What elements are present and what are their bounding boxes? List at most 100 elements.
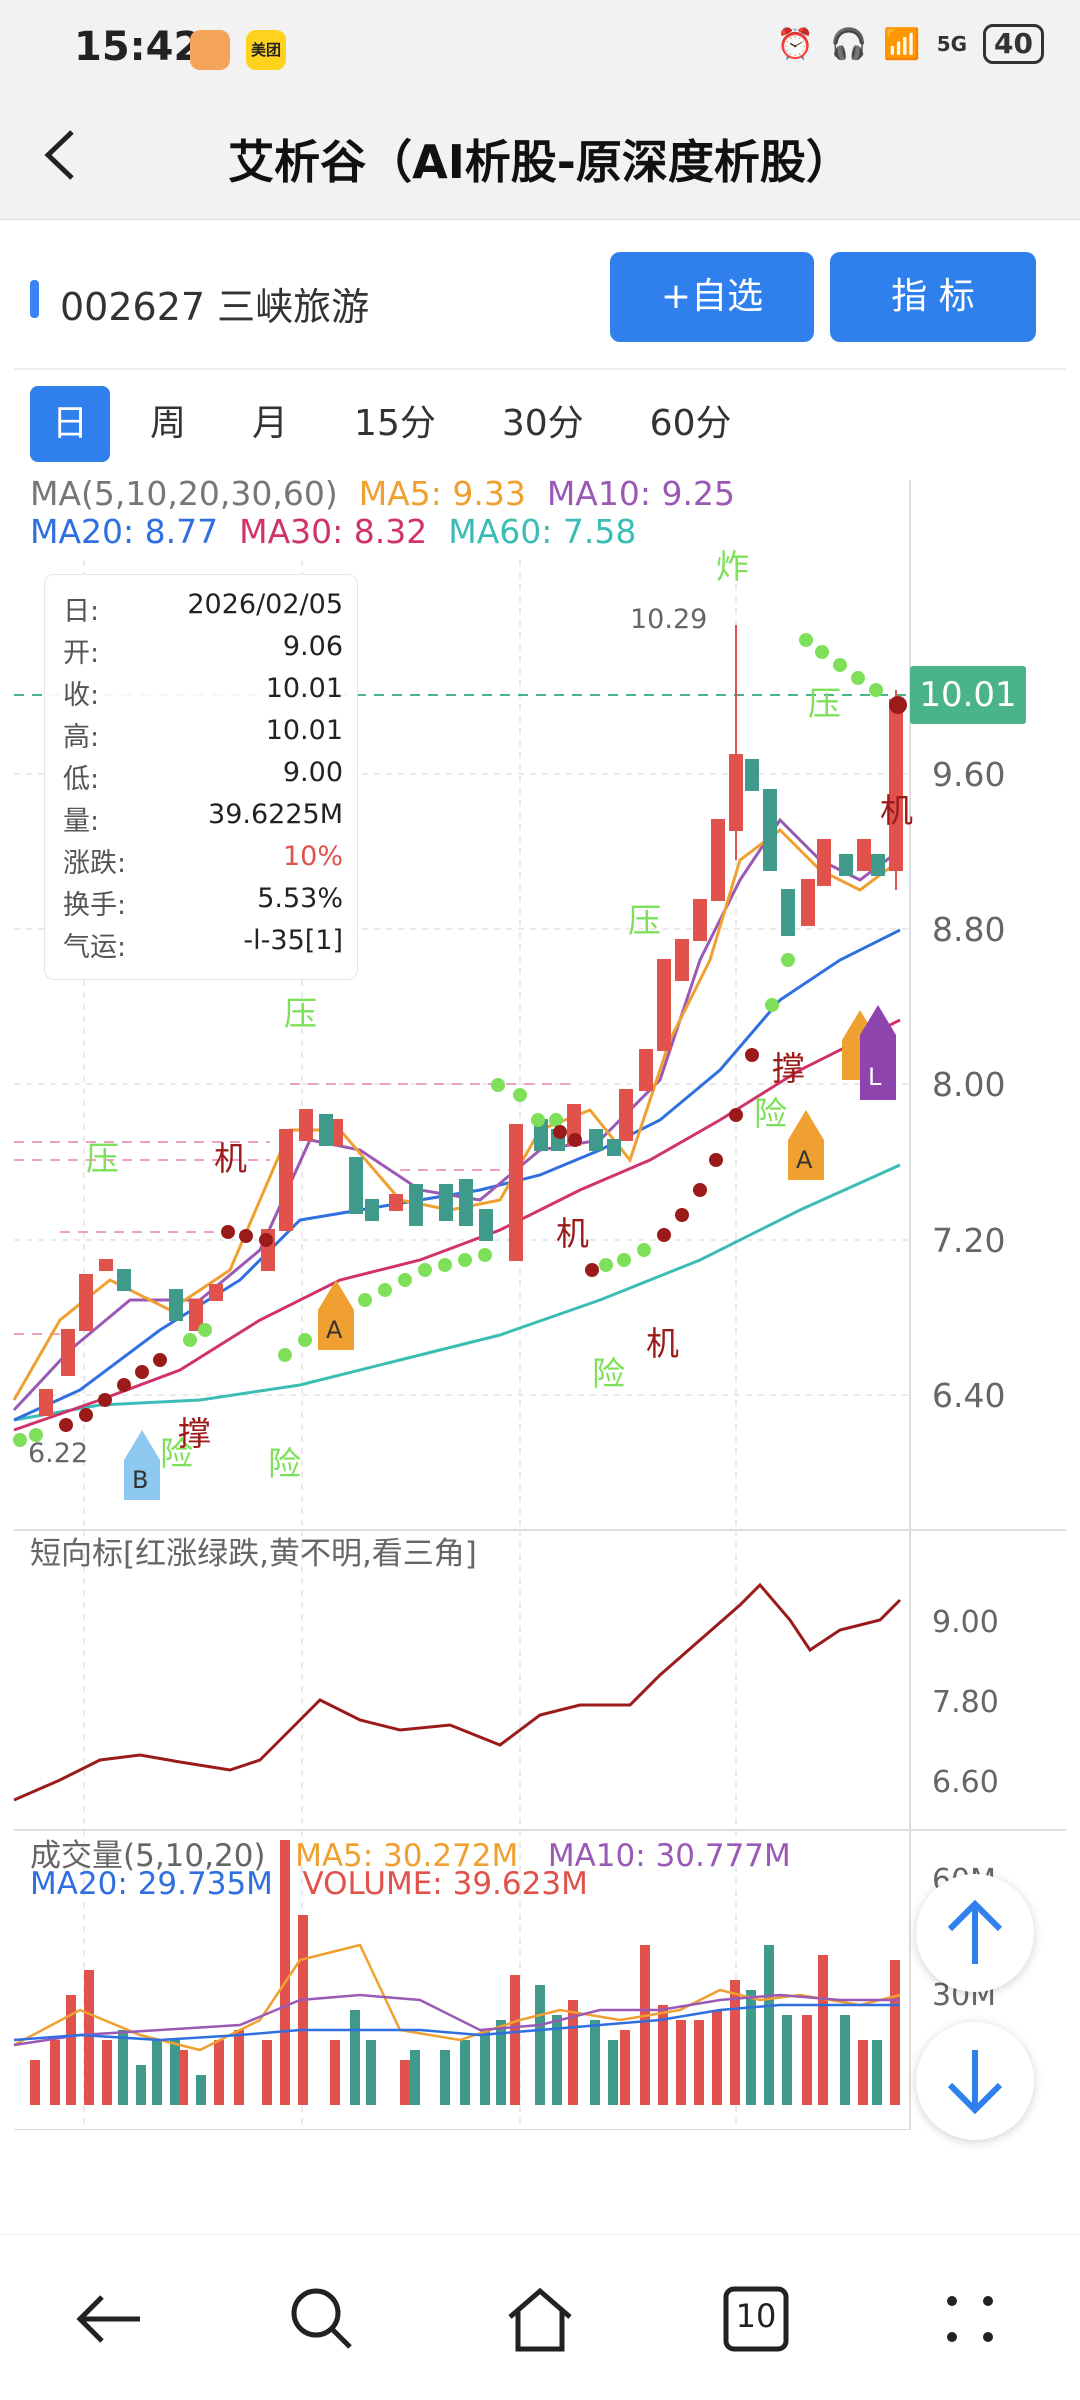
signal-markers: 压 压 压 压 炸 机 机 机 机 险 险 险 险 撑 撑 — [86, 547, 913, 1483]
nav-search-button[interactable] — [282, 2279, 362, 2359]
candlesticks — [39, 625, 903, 1416]
tab-month[interactable]: 月 — [252, 403, 289, 444]
indicator-button[interactable]: 指 标 — [830, 252, 1036, 342]
info-row: 开: 9.06 — [63, 631, 343, 669]
period-tabs: 日 周 月 15分 30分 60分 — [30, 386, 771, 466]
volume-bars — [13, 1840, 901, 2105]
sub-tick: 7.80 — [932, 1685, 999, 1720]
nav-menu-button[interactable] — [930, 2279, 1010, 2359]
stock-header: 002627 三峡旅游 — [0, 250, 1080, 360]
tab-15min[interactable]: 15分 — [354, 403, 436, 444]
marker-support: 撑 — [772, 1049, 805, 1088]
info-row: 量: 39.6225M — [63, 799, 343, 837]
red-dots — [59, 696, 907, 1432]
volume-legend-row2: MA20: 29.735M VOLUME: 39.623M — [30, 1866, 588, 1902]
vol-ma5-value: MA5: 30.272M — [295, 1838, 519, 1874]
tab-60min[interactable]: 60分 — [649, 403, 732, 444]
volume-value: VOLUME: 39.623M — [302, 1866, 588, 1902]
arrow-down-icon — [947, 2050, 1003, 2115]
sub-tick: 9.00 — [932, 1605, 999, 1640]
battery-icon: 40 — [983, 24, 1044, 64]
back-button[interactable] — [30, 120, 100, 190]
wifi-icon: 📶 — [883, 26, 921, 62]
search-icon — [291, 2288, 352, 2349]
app-notification-icon — [190, 30, 230, 70]
ma60-line — [13, 1163, 901, 1422]
green-dots — [13, 633, 883, 1447]
ma-legend-row1: MA(5,10,20,30,60) MA5: 9.33 MA10: 9.25 — [30, 474, 735, 513]
arrow-up-icon — [947, 1899, 1003, 1964]
home-icon — [508, 2287, 572, 2352]
price-tick: 8.00 — [932, 1065, 1005, 1104]
marker-risk: 险 — [754, 1094, 787, 1133]
price-tick: 9.60 — [932, 755, 1005, 794]
ma30-value: MA30: 8.32 — [239, 512, 428, 551]
marker-chance: 机 — [880, 791, 913, 830]
badge-a: A — [796, 1146, 813, 1174]
info-row: 收: 10.01 — [63, 673, 343, 711]
nav-home-button[interactable] — [500, 2279, 580, 2359]
ma20-value: MA20: 8.77 — [30, 512, 219, 551]
volume-legend-row1: 成交量(5,10,20) MA5: 30.272M MA10: 30.777M — [30, 1830, 791, 1875]
marker-risk: 险 — [592, 1354, 625, 1393]
marker-chance: 机 — [556, 1214, 589, 1253]
volume-title: 成交量(5,10,20) — [30, 1838, 266, 1874]
badge-b: B — [132, 1466, 148, 1494]
sub-tick: 6.60 — [932, 1765, 999, 1800]
network-label: 5G — [936, 32, 968, 56]
page-title: 艾析谷（AI析股-原深度析股） — [228, 135, 852, 189]
scroll-up-button[interactable] — [916, 1874, 1034, 1992]
status-time: 15:42 — [74, 24, 202, 70]
high-price-label: 10.29 — [630, 604, 707, 635]
tab-week[interactable]: 周 — [150, 403, 187, 444]
marker-pressure: 压 — [86, 1139, 119, 1178]
info-row: 换手: 5.53% — [63, 883, 343, 921]
ma-title: MA(5,10,20,30,60) — [30, 474, 338, 513]
info-row: 低: 9.00 — [63, 757, 343, 795]
current-price-label: 10.01 — [910, 666, 1026, 724]
browser-nav-bar: 10 — [0, 2234, 1080, 2400]
tab-day[interactable]: 日 — [30, 386, 111, 462]
short-trend-title: 短向标[红涨绿跌,黄不明,看三角] — [30, 1536, 477, 1572]
tabs-icon — [723, 2286, 789, 2352]
info-row: 高: 10.01 — [63, 715, 343, 753]
menu-dots-icon — [947, 2296, 993, 2342]
marker-risk: 险 — [160, 1434, 193, 1473]
divider — [14, 368, 1066, 370]
nav-back-button[interactable] — [70, 2279, 150, 2359]
info-row: 日: 2026/02/05 — [63, 589, 343, 627]
ma5-value: MA5: 9.33 — [358, 474, 526, 513]
ma20-line — [13, 928, 901, 1422]
alarm-icon: ⏰ — [776, 26, 814, 62]
vol-ma10-value: MA10: 30.777M — [547, 1838, 791, 1874]
title-bar: 艾析谷（AI析股-原深度析股） — [0, 90, 1080, 220]
chevron-left-icon — [44, 130, 74, 180]
marker-pressure: 压 — [628, 901, 661, 940]
scroll-down-button[interactable] — [916, 2022, 1034, 2140]
info-row: 气运: -l-35[1] — [63, 925, 343, 963]
marker-risk: 险 — [268, 1444, 301, 1483]
marker-pressure: 压 — [284, 994, 317, 1033]
marker-chance: 机 — [214, 1139, 247, 1178]
crosshair-info-box: 日: 2026/02/05 开: 9.06 收: 10.01 高: 10.01 低: 9.… — [44, 574, 358, 980]
status-right: ⏰ 🎧 📶 5G 40 — [777, 24, 1044, 64]
meituan-notification-icon: 美团 — [246, 30, 286, 70]
badge-a: A — [326, 1316, 343, 1344]
marker-explode: 炸 — [716, 547, 749, 586]
nav-tabs-button[interactable]: 10 — [716, 2279, 796, 2359]
marker-support: 撑 — [178, 1414, 211, 1453]
headphones-icon: 🎧 — [829, 26, 868, 62]
price-tick: 6.40 — [932, 1376, 1005, 1415]
price-tick: 8.80 — [932, 910, 1005, 949]
badge-l: L — [868, 1063, 882, 1091]
status-bar: 15:42 美团 ⏰ 🎧 📶 5G 40 — [0, 0, 1080, 90]
price-axis: 9.60 8.80 8.00 7.20 6.40 — [932, 755, 1005, 1415]
marker-chance: 机 — [646, 1324, 679, 1363]
ma-legend-row2: MA20: 8.77 MA30: 8.32 MA60: 7.58 — [30, 512, 636, 551]
ma60-value: MA60: 7.58 — [448, 512, 637, 551]
info-row: 涨跌: 10% — [63, 841, 343, 879]
tab-30min[interactable]: 30分 — [501, 403, 584, 444]
add-watchlist-button[interactable]: +自选 — [610, 252, 814, 342]
arrow-left-icon — [76, 2295, 140, 2343]
vol-ma20-value: MA20: 29.735M — [30, 1866, 273, 1902]
